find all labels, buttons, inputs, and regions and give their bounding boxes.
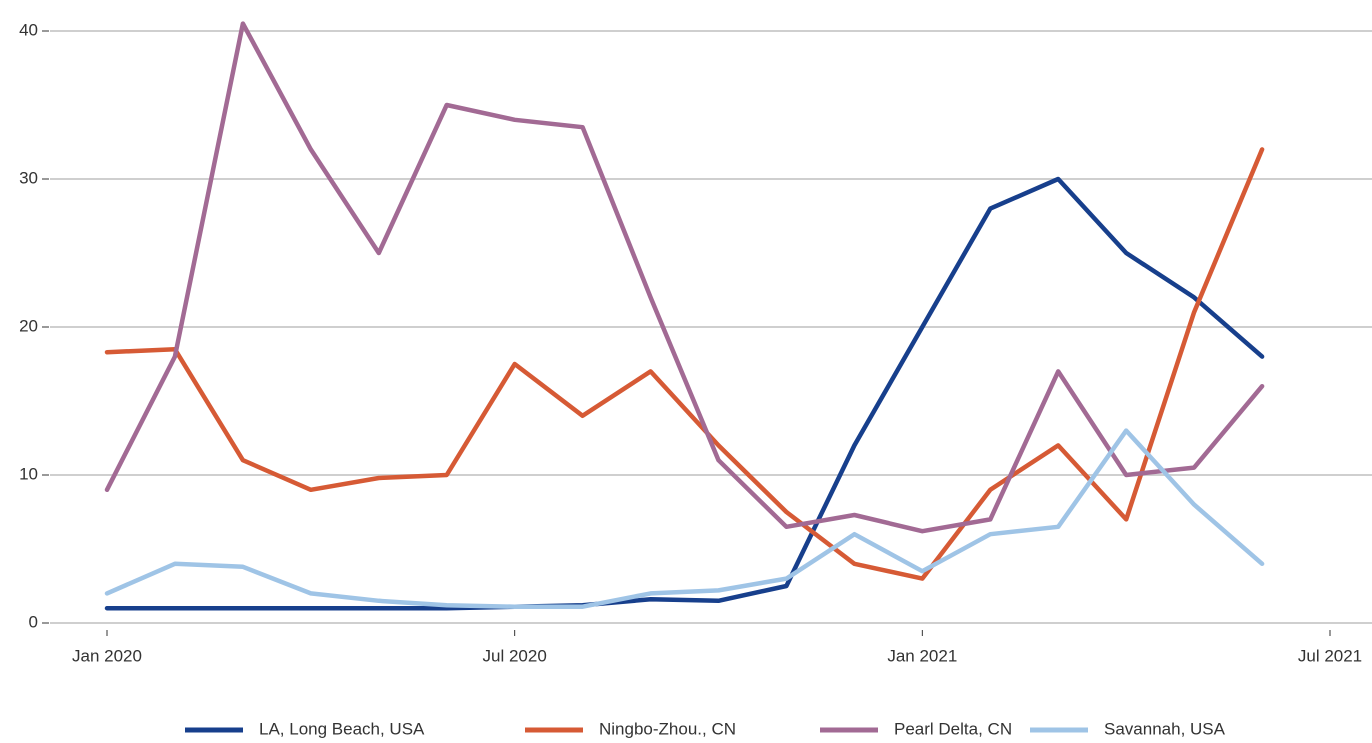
- y-tick-label: 30: [19, 168, 38, 187]
- y-tick-label: 20: [19, 316, 38, 335]
- y-tick-label: 10: [19, 464, 38, 483]
- legend-label: Savannah, USA: [1104, 719, 1226, 738]
- legend-label: Pearl Delta, CN: [894, 719, 1012, 738]
- series-line: [104, 21, 1265, 534]
- legend-label: Ningbo-Zhou., CN: [599, 719, 736, 738]
- series-line: [104, 428, 1265, 609]
- x-tick-label: Jan 2020: [72, 646, 142, 665]
- series-line: [104, 147, 1265, 581]
- legend-label: LA, Long Beach, USA: [259, 719, 425, 738]
- y-tick-label: 40: [19, 20, 38, 39]
- x-tick-label: Jul 2020: [483, 646, 547, 665]
- x-tick-label: Jul 2021: [1298, 646, 1362, 665]
- y-tick-label: 0: [29, 612, 38, 631]
- x-tick-label: Jan 2021: [887, 646, 957, 665]
- series-line: [104, 176, 1265, 611]
